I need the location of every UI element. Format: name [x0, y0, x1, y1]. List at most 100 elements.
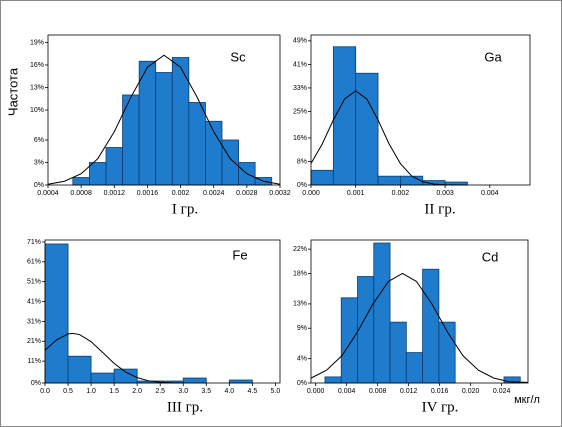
- bar: [422, 268, 440, 384]
- y-tick-label: 51%: [27, 279, 41, 286]
- bar: [399, 175, 424, 186]
- bar: [332, 46, 357, 186]
- y-tick-label: 4%: [297, 356, 307, 363]
- y-tick-label: 0%: [34, 182, 44, 189]
- x-tick-label: 4.0: [224, 388, 234, 395]
- y-tick-label: 0%: [297, 182, 307, 189]
- bar: [90, 372, 115, 384]
- x-tick-label: 4.5: [247, 388, 257, 395]
- bar: [171, 57, 190, 186]
- y-tick-label: 25%: [293, 108, 307, 115]
- chart-title: Fe: [232, 247, 247, 262]
- y-tick-label: 71%: [27, 239, 41, 246]
- y-tick-label: 33%: [293, 85, 307, 92]
- x-tick-label: 0.0024: [203, 190, 225, 197]
- x-tick-label: 0.0028: [236, 190, 258, 197]
- normal-curve: [47, 54, 281, 185]
- x-tick-label: 0.000: [307, 388, 325, 395]
- x-tick-label: 5.0: [271, 388, 281, 395]
- bar: [310, 169, 334, 186]
- y-tick-label: 8%: [297, 158, 307, 165]
- bar: [228, 379, 253, 384]
- y-tick-label: 18%: [293, 270, 307, 277]
- y-tick-label: 9%: [297, 325, 307, 332]
- group-label: IV гр.: [422, 399, 459, 415]
- y-axis-label: Частота: [5, 67, 20, 116]
- x-tick-label: 0.001: [347, 190, 365, 197]
- normal-curve: [310, 272, 529, 383]
- x-tick-label: 2.5: [155, 388, 165, 395]
- bar: [355, 72, 379, 186]
- x-tick-label: 0.004: [338, 388, 356, 395]
- y-tick-label: 13%: [293, 301, 307, 308]
- y-tick-label: 13%: [30, 84, 44, 91]
- x-tick-label: 0.0032: [269, 190, 291, 197]
- y-tick-label: 10%: [30, 107, 44, 114]
- plot-frame: [44, 239, 281, 384]
- bar: [188, 102, 206, 186]
- bar: [373, 242, 391, 384]
- normal-curve: [44, 332, 184, 384]
- y-tick-label: 0%: [31, 380, 41, 387]
- y-tick-label: 3%: [34, 159, 44, 166]
- x-unit-label: мкг/л: [514, 394, 540, 406]
- normal-curve: [310, 90, 468, 186]
- y-tick-label: 16%: [293, 135, 307, 142]
- x-tick-label: 3.5: [201, 388, 211, 395]
- x-tick-label: 0.0004: [37, 190, 59, 197]
- x-tick-label: 0.008: [369, 388, 387, 395]
- x-tick-label: 0.016: [431, 388, 449, 395]
- bar: [324, 376, 342, 384]
- bar: [389, 321, 407, 384]
- x-tick-label: 0.000: [302, 190, 320, 197]
- bar: [155, 72, 173, 186]
- x-tick-label: 0.020: [462, 388, 480, 395]
- x-tick-label: 1.0: [86, 388, 96, 395]
- y-tick-label: 11%: [28, 358, 42, 365]
- x-tick-label: 1.5: [109, 388, 119, 395]
- group-label: I гр.: [172, 201, 198, 217]
- x-tick-label: 0.0: [40, 388, 50, 395]
- y-tick-label: 31%: [27, 318, 41, 325]
- bar: [221, 139, 239, 186]
- bar: [105, 147, 123, 186]
- bar: [377, 175, 401, 186]
- bar: [138, 60, 157, 186]
- bar: [72, 177, 90, 186]
- y-tick-label: 0%: [297, 380, 307, 387]
- x-tick-label: 0.002: [172, 190, 190, 197]
- x-tick-label: 0.024: [493, 388, 511, 395]
- bar: [89, 162, 107, 186]
- y-tick-label: 6%: [34, 137, 44, 144]
- x-tick-label: 2.0: [132, 388, 142, 395]
- chart-title: Ga: [484, 49, 502, 64]
- x-tick-label: 0.002: [392, 190, 410, 197]
- x-tick-label: 0.012: [400, 388, 418, 395]
- plot-frame: [310, 239, 529, 384]
- bar: [340, 297, 358, 384]
- x-tick-label: 0.004: [481, 190, 499, 197]
- y-tick-label: 41%: [27, 298, 41, 305]
- y-tick-label: 61%: [27, 259, 41, 266]
- y-tick-label: 16%: [30, 62, 44, 69]
- x-tick-label: 0.5: [63, 388, 73, 395]
- chart-title: Sc: [230, 49, 246, 64]
- y-tick-label: 22%: [293, 246, 307, 253]
- x-tick-label: 0.003: [436, 190, 454, 197]
- y-tick-label: 49%: [293, 38, 307, 45]
- bar: [182, 377, 207, 384]
- x-tick-label: 0.0012: [104, 190, 126, 197]
- x-tick-label: 0.0016: [137, 190, 159, 197]
- group-label: III гр.: [167, 399, 203, 415]
- bar: [405, 352, 424, 384]
- bar: [67, 355, 92, 384]
- bar: [357, 276, 375, 384]
- plot-frame: [310, 34, 531, 186]
- bar: [44, 243, 69, 384]
- y-tick-label: 21%: [27, 338, 41, 345]
- group-label: II гр.: [424, 201, 455, 217]
- x-tick-label: 3.0: [178, 388, 188, 395]
- y-tick-label: 19%: [30, 39, 44, 46]
